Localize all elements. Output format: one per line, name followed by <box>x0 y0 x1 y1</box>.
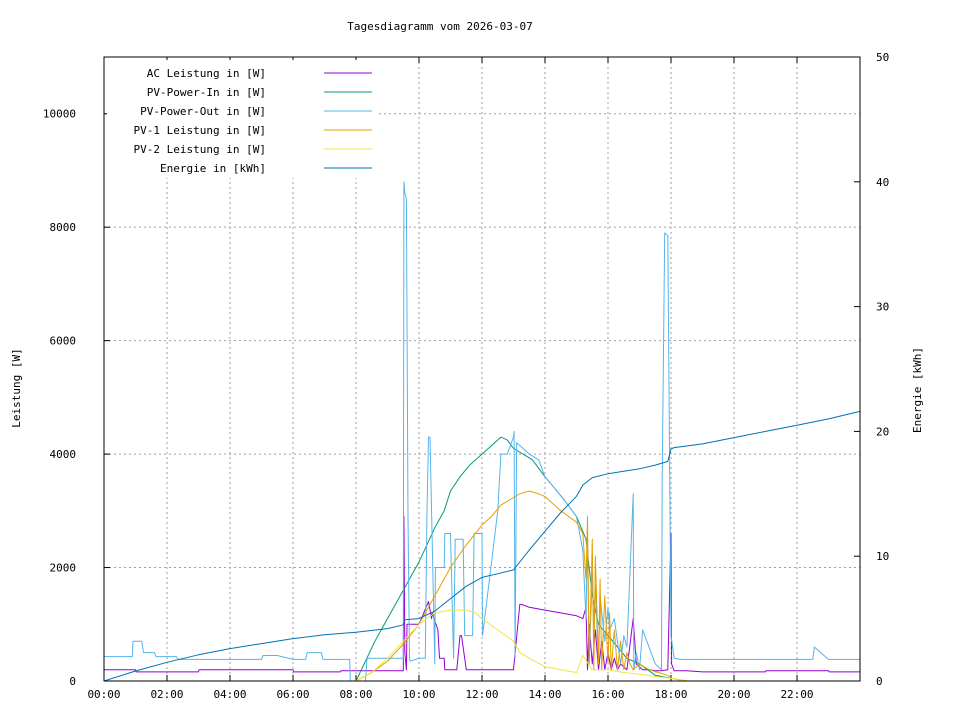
plot-area-border <box>103 56 861 682</box>
legend-label: PV-2 Leistung in [W] <box>134 143 266 156</box>
y2-tick-label: 50 <box>876 51 889 64</box>
y-tick-label: 4000 <box>50 448 77 461</box>
legend-label: PV-Power-In in [W] <box>147 86 266 99</box>
series-line-6 <box>103 410 861 682</box>
x-tick-label: 16:00 <box>591 688 624 701</box>
series-line-1 <box>104 516 860 673</box>
x-tick-label: 02:00 <box>150 688 183 701</box>
y-tick-label: 8000 <box>50 221 77 234</box>
y2-axis-ticks: 0 10 20 30 40 50 <box>854 51 889 688</box>
x-tick-label: 04:00 <box>213 688 246 701</box>
legend-background <box>107 60 379 178</box>
y-tick-label: 0 <box>69 675 76 688</box>
chart-title: Tagesdiagramm vom 2026-03-07 <box>347 20 532 33</box>
x-tick-label: 18:00 <box>654 688 687 701</box>
y-tick-label: 2000 <box>50 562 77 575</box>
legend-label: Energie in [kWh] <box>160 162 266 175</box>
y2-tick-label: 30 <box>876 301 889 314</box>
y2-tick-label: 40 <box>876 176 889 189</box>
y2-tick-label: 10 <box>876 550 889 563</box>
y-axis-label: Leistung [W] <box>10 348 23 427</box>
y2-tick-label: 20 <box>876 425 889 438</box>
x-tick-label: 14:00 <box>528 688 561 701</box>
y2-axis-label: Energie [kWh] <box>911 347 924 433</box>
y-tick-label: 10000 <box>43 108 76 121</box>
x-tick-label: 12:00 <box>465 688 498 701</box>
legend-label: AC Leistung in [W] <box>147 67 266 80</box>
x-tick-label: 10:00 <box>402 688 435 701</box>
series-group <box>103 181 861 682</box>
x-tick-label: 06:00 <box>276 688 309 701</box>
y-axis-ticks: 0 2000 4000 6000 8000 10000 <box>43 108 110 688</box>
legend-label: PV-Power-Out in [W] <box>140 105 266 118</box>
series-line-4 <box>104 490 860 682</box>
y-tick-label: 6000 <box>50 335 77 348</box>
x-tick-label: 22:00 <box>780 688 813 701</box>
x-tick-label: 20:00 <box>717 688 750 701</box>
y2-tick-label: 0 <box>876 675 883 688</box>
x-tick-label: 00:00 <box>87 688 120 701</box>
series-line-3 <box>104 181 860 682</box>
series-line-2 <box>104 436 860 682</box>
x-tick-label: 08:00 <box>339 688 372 701</box>
legend: AC Leistung in [W] PV-Power-In in [W] PV-P… <box>107 60 379 178</box>
series-line-5 <box>104 609 860 682</box>
legend-label: PV-1 Leistung in [W] <box>134 124 266 137</box>
